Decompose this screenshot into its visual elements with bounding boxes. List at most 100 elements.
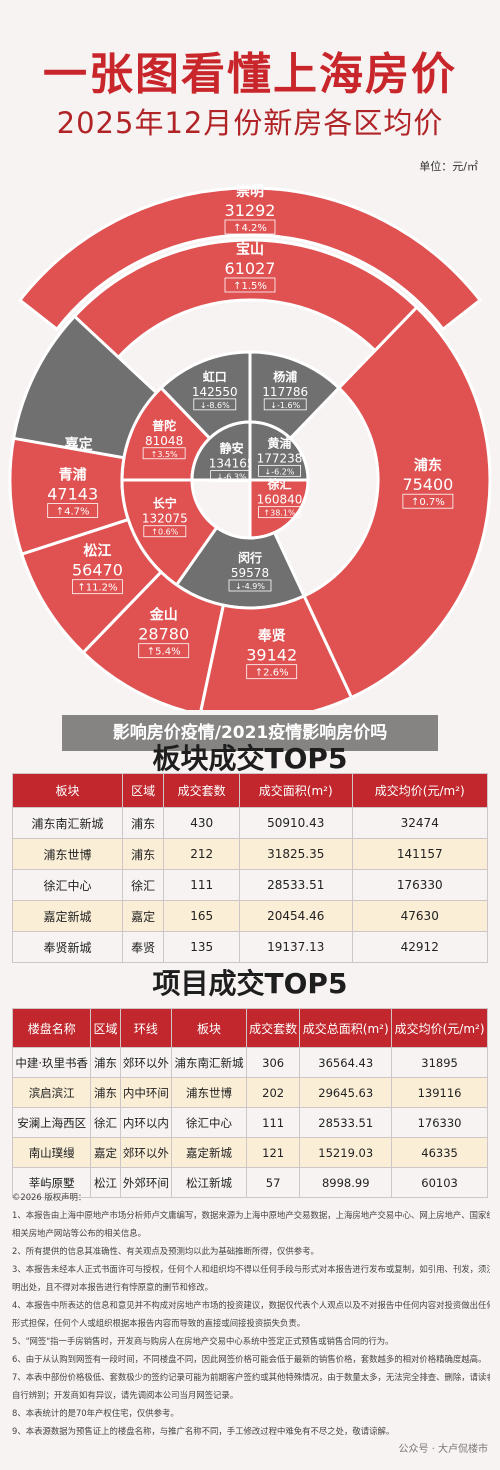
- district-name: 崇明: [236, 183, 264, 200]
- table-cell: 郊环以外: [119, 1137, 173, 1168]
- district-name: 杨浦: [273, 369, 297, 384]
- table-row: 奉贤新城 奉贤 135 19137.13 42912: [12, 931, 489, 963]
- note-line: 3、本报告未经本人正式书面许可与授权，任何个人和组织均不得以任何手段与形式对本报…: [12, 1264, 490, 1274]
- change-badge-frame: [402, 493, 454, 509]
- table-cell: 徐汇: [121, 869, 165, 901]
- district-change: ↑4.2%: [233, 223, 267, 234]
- table-row: 中建·玖里书香 浦东 郊环以外 浦东南汇新城 306 36564.43 31895: [11, 1047, 488, 1078]
- table-cell: 135: [163, 931, 240, 963]
- district-price: 81048: [145, 434, 183, 448]
- table-cell: 徐汇中心: [12, 869, 123, 901]
- table-cell: 松江: [90, 1167, 121, 1198]
- table-cell: 滨启滨江: [11, 1077, 92, 1108]
- district-price: 61027: [225, 259, 276, 278]
- change-badge-frame: [143, 525, 187, 538]
- block-header-2: 成交套数: [163, 773, 240, 808]
- table-cell: 28533.51: [238, 869, 353, 901]
- table-cell: 浦东: [121, 807, 165, 839]
- block-header-3: 成交面积(m²): [238, 773, 353, 808]
- note-line: 2、所有提供的信息其准确性、有关观点及预测均以此为基础推断所得，仅供参考。: [12, 1246, 319, 1256]
- project-header-1: 区域: [90, 1008, 121, 1048]
- table-cell: 57: [245, 1167, 301, 1198]
- table-cell: 8998.99: [299, 1167, 393, 1198]
- table-cell: 浦东世博: [12, 838, 123, 870]
- district-segment: [302, 305, 492, 700]
- district-change: ↑38.1%: [263, 509, 296, 518]
- table-cell: 浦东: [121, 838, 165, 870]
- block-top5-table: 板块 区域 成交套数 成交面积(m²) 成交均价(元/m²) 浦东南汇新城 浦东 430 50…: [12, 773, 489, 963]
- district-name: 静安: [220, 441, 244, 456]
- change-badge-frame: [258, 506, 301, 519]
- table-cell: 176330: [391, 1107, 488, 1138]
- district-change: ↓-4.9%: [235, 582, 265, 591]
- note-line: 形式担保，任何个人或组织根据本报告内容而导致的直接或间接投资损失负责。: [12, 1318, 306, 1328]
- table-cell: 浦东: [90, 1047, 121, 1078]
- table-cell: 29645.63: [299, 1077, 393, 1108]
- table-cell: 内中环间: [119, 1077, 173, 1108]
- table-cell: 15219.03: [299, 1137, 393, 1168]
- change-badge-frame: [263, 398, 307, 411]
- table-cell: 内环以内: [119, 1107, 173, 1138]
- table-cell: 徐汇: [90, 1107, 121, 1138]
- unit-label: 单位：元/㎡: [419, 160, 478, 173]
- table-row: 安澜上海西区 徐汇 内环以内 徐汇中心 111 28533.51 176330: [11, 1107, 488, 1138]
- note-line: 明出处，且不得对本报告进行有悖原意的删节和修改。: [12, 1282, 213, 1292]
- table-cell: 南山璞缦: [11, 1137, 92, 1168]
- table-cell: 212: [163, 838, 240, 870]
- change-badge-frame: [138, 643, 190, 659]
- district-change: ↓-1.6%: [270, 401, 300, 410]
- change-badge-frame: [47, 503, 99, 518]
- table-cell: 28533.51: [299, 1107, 393, 1138]
- district-name: 普陀: [152, 418, 176, 433]
- table-cell: 60103: [391, 1167, 488, 1198]
- block-header-0: 板块: [12, 773, 123, 808]
- section-title-block-top5: 板块成交TOP5: [152, 742, 348, 775]
- table-cell: 165: [163, 900, 240, 932]
- district-change: ↓-6.2%: [265, 467, 295, 476]
- district-name: 松江: [83, 543, 111, 560]
- table-cell: 306: [245, 1047, 301, 1078]
- district-change: ↑0.7%: [411, 497, 445, 508]
- district-price: 28780: [138, 625, 189, 644]
- district-name: 宝山: [236, 241, 264, 258]
- note-line: ©2026 版权声明：: [12, 1192, 87, 1202]
- change-badge-frame: [224, 277, 276, 293]
- table-row: 浦东南汇新城 浦东 430 50910.43 32474: [12, 807, 489, 839]
- table-cell: 浦东世博: [171, 1077, 247, 1108]
- district-price: 59578: [231, 566, 269, 580]
- change-badge-frame: [246, 664, 298, 680]
- table-cell: 47630: [351, 900, 489, 932]
- table-row: 南山璞缦 嘉定 郊环以外 嘉定新城 121 15219.03 46335: [11, 1137, 488, 1168]
- table-row: 徐汇中心 徐汇 111 28533.51 176330: [12, 869, 489, 901]
- change-badge-frame: [224, 219, 276, 235]
- table-cell: 嘉定新城: [12, 900, 123, 932]
- table-cell: 430: [163, 807, 240, 839]
- project-header-5: 成交总面积(m²): [299, 1008, 393, 1048]
- district-price: 134165: [209, 457, 255, 471]
- change-badge-frame: [258, 464, 301, 477]
- district-segment: [199, 594, 354, 710]
- project-header-0: 楼盘名称: [11, 1008, 92, 1048]
- district-price: 142550: [192, 385, 238, 399]
- district-change: ↑5.4%: [147, 647, 181, 658]
- table-cell: 嘉定: [90, 1137, 121, 1168]
- district-price: 117786: [262, 385, 308, 399]
- table-row: 嘉定新城 嘉定 165 20454.46 47630: [12, 900, 489, 932]
- note-line: 1、本报告由上海中原地产市场分析师卢文庸编写，数据来源为上海中原地产交易数据，上…: [12, 1210, 490, 1220]
- district-change: ↓-6.3%: [217, 473, 247, 482]
- table-cell: 46335: [391, 1137, 488, 1168]
- block-header-1: 区域: [121, 773, 165, 808]
- table-cell: 202: [245, 1077, 301, 1108]
- change-badge-frame: [228, 579, 272, 592]
- district-segment: [19, 517, 164, 655]
- table-cell: 中建·玖里书香: [11, 1047, 92, 1078]
- project-header-2: 环线: [119, 1008, 173, 1048]
- district-name: 浦东: [414, 457, 442, 474]
- table-row: 莘屿原墅 松江 外郊环间 松江新城 57 8998.99 60103: [11, 1167, 488, 1198]
- district-change: ↑2.6%: [255, 668, 289, 679]
